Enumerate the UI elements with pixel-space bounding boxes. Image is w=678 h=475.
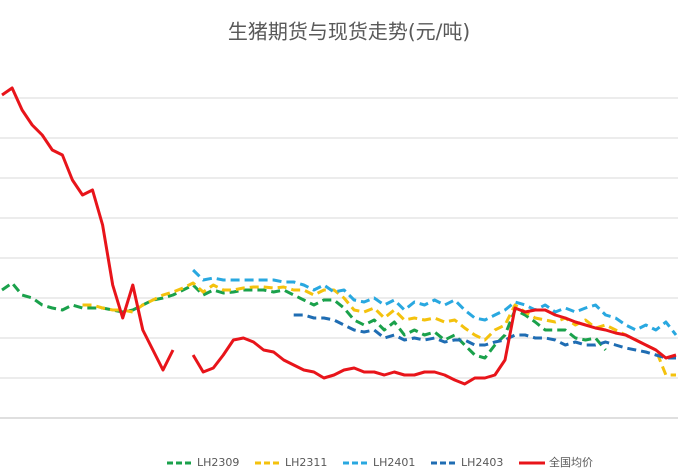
- legend-label: LH2311: [285, 456, 327, 469]
- series-line: [192, 268, 678, 336]
- series-line: [1, 86, 677, 386]
- legend-label: LH2309: [197, 456, 239, 469]
- series-line: [293, 313, 676, 360]
- legend-label: LH2401: [373, 456, 415, 469]
- series-line: [82, 281, 676, 377]
- series-line: [1, 281, 607, 360]
- legend-label: 全国均价: [549, 455, 593, 469]
- legend-label: LH2403: [461, 456, 503, 469]
- chart-title: 生猪期货与现货走势(元/吨): [228, 20, 470, 44]
